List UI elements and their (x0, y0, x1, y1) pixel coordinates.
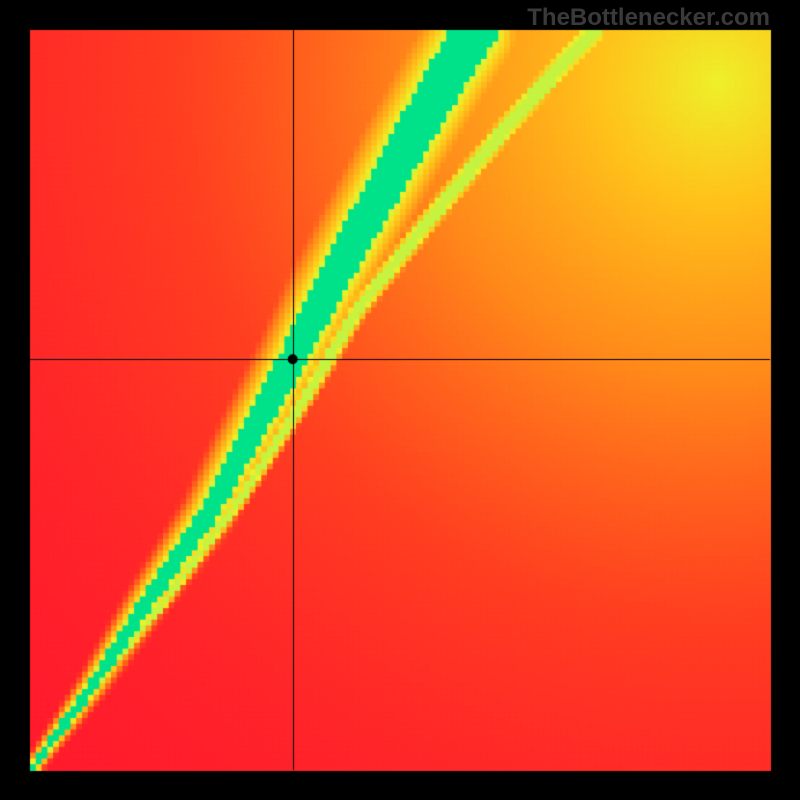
bottleneck-heatmap (0, 0, 800, 800)
watermark-text: TheBottlenecker.com (527, 4, 770, 32)
